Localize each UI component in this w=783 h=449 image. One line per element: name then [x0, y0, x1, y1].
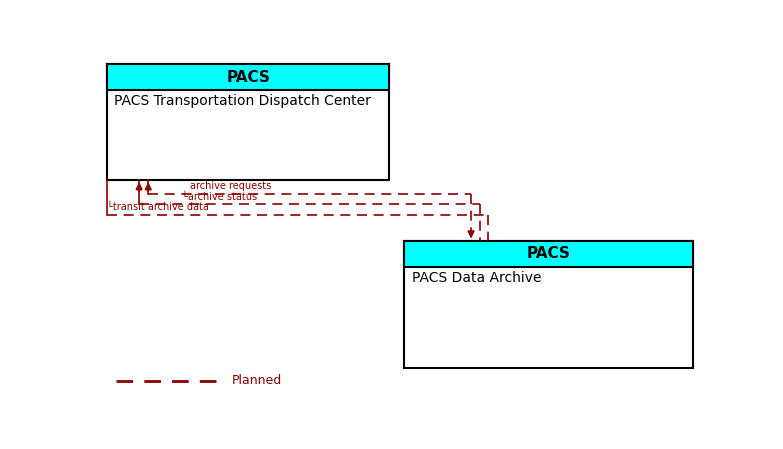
Bar	[107, 64, 389, 180]
Text: Planned: Planned	[232, 374, 282, 387]
Text: PACS: PACS	[526, 246, 570, 261]
Bar	[404, 241, 693, 369]
Text: PACS Transportation Dispatch Center: PACS Transportation Dispatch Center	[114, 94, 371, 108]
Bar	[404, 241, 693, 267]
Text: PACS Data Archive: PACS Data Archive	[412, 271, 541, 285]
Text: PACS: PACS	[226, 70, 270, 85]
Text: archive requests: archive requests	[190, 181, 272, 191]
Bar	[107, 64, 389, 90]
Text: └archive status: └archive status	[182, 192, 257, 202]
Text: └transit archive data: └transit archive data	[107, 202, 209, 212]
